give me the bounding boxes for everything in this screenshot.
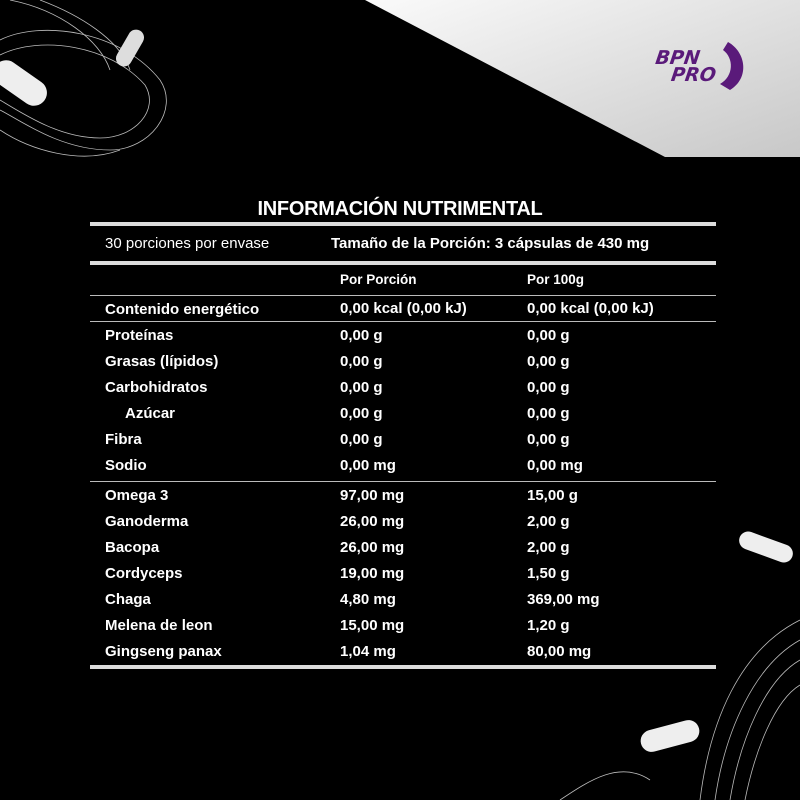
column-header-per-100g: Por 100g <box>527 272 585 287</box>
per-serving-value: 0,00 g <box>340 379 383 396</box>
per-100g-value: 0,00 kcal (0,00 kJ) <box>527 300 654 317</box>
per-serving-value: 0,00 g <box>340 431 383 448</box>
per-100g-value: 0,00 g <box>527 405 570 422</box>
page-title: INFORMACIÓN NUTRIMENTAL <box>257 198 543 220</box>
per-serving-value: 26,00 mg <box>340 539 405 556</box>
per-serving-value: 0,00 mg <box>340 457 396 474</box>
row-label: Chaga <box>105 591 151 608</box>
servings-per-container: 30 porciones por envase <box>105 235 270 252</box>
row-label: Azúcar <box>125 405 176 422</box>
per-100g-value: 0,00 g <box>527 379 570 396</box>
divider <box>90 481 716 482</box>
brand-logo: BPN PRO <box>654 47 718 86</box>
per-serving-value: 1,04 mg <box>340 643 396 660</box>
row-label: Ganoderma <box>105 513 189 530</box>
per-100g-value: 369,00 mg <box>527 591 600 608</box>
row-label: Cordyceps <box>105 565 183 582</box>
row-label: Grasas (lípidos) <box>105 353 219 370</box>
column-header-per-serving: Por Porción <box>340 272 417 287</box>
mushroom-illustration-bottom-right <box>559 619 800 800</box>
per-100g-value: 2,00 g <box>527 513 570 530</box>
row-label: Proteínas <box>105 327 174 344</box>
row-label: Omega 3 <box>105 487 169 504</box>
per-100g-value: 0,00 g <box>527 327 570 344</box>
serving-size: Tamaño de la Porción: 3 cápsulas de 430 … <box>331 235 650 252</box>
per-serving-value: 97,00 mg <box>340 487 405 504</box>
row-label: Sodio <box>105 457 147 474</box>
divider <box>90 295 716 296</box>
per-serving-value: 0,00 g <box>340 405 383 422</box>
per-serving-value: 15,00 mg <box>340 617 405 634</box>
per-serving-value: 0,00 kcal (0,00 kJ) <box>340 300 467 317</box>
row-label: Melena de leon <box>105 617 213 634</box>
per-100g-value: 1,20 g <box>527 617 570 634</box>
per-100g-value: 0,00 g <box>527 431 570 448</box>
capsule-icon <box>0 29 793 752</box>
logo-swoosh-icon <box>720 42 744 90</box>
per-100g-value: 0,00 g <box>527 353 570 370</box>
per-serving-value: 26,00 mg <box>340 513 405 530</box>
per-100g-value: 0,00 mg <box>527 457 583 474</box>
per-100g-value: 15,00 g <box>527 487 578 504</box>
divider <box>90 665 716 669</box>
per-100g-value: 1,50 g <box>527 565 570 582</box>
row-label: Bacopa <box>105 539 160 556</box>
row-label: Gingseng panax <box>105 643 222 660</box>
per-100g-value: 80,00 mg <box>527 643 592 660</box>
per-serving-value: 0,00 g <box>340 327 383 344</box>
divider <box>90 261 716 265</box>
row-label: Carbohidratos <box>105 379 208 396</box>
per-100g-value: 2,00 g <box>527 539 570 556</box>
per-serving-value: 0,00 g <box>340 353 383 370</box>
divider <box>90 222 716 226</box>
per-serving-value: 4,80 mg <box>340 591 396 608</box>
per-serving-value: 19,00 mg <box>340 565 405 582</box>
row-label: Contenido energético <box>105 301 260 318</box>
light-corner-panel <box>365 0 800 157</box>
divider <box>90 321 716 322</box>
row-label: Fibra <box>105 431 142 448</box>
